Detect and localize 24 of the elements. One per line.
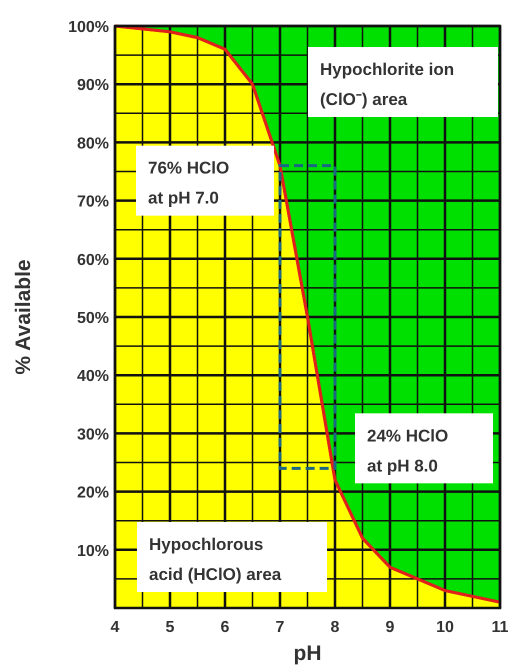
- x-tick-label: 5: [166, 619, 175, 636]
- y-tick-label: 20%: [76, 484, 109, 502]
- x-tick-label: 6: [220, 619, 230, 636]
- x-tick-label: 11: [492, 619, 509, 636]
- y-tick-label: 100%: [68, 19, 109, 36]
- y-tick-label: 90%: [76, 77, 109, 94]
- x-tick-label: 10: [436, 619, 454, 636]
- x-axis-title: pH: [294, 642, 322, 665]
- x-tick-label: 9: [386, 619, 395, 636]
- y-tick-label: 50%: [76, 310, 109, 327]
- y-axis-title: % Available: [12, 259, 35, 375]
- y-tick-label: 40%: [76, 368, 109, 386]
- annotation: Hypochlorite ion (ClO⁻) area: [320, 60, 454, 109]
- x-tick-label: 7: [276, 619, 285, 636]
- annotation: 76% HClO at pH 7.0: [148, 158, 230, 208]
- annotation: 24% HClO at pH 8.0: [367, 426, 448, 476]
- y-tick-label: 70%: [76, 194, 109, 211]
- y-tick-label: 60%: [76, 252, 109, 269]
- y-tick-label: 80%: [76, 135, 109, 152]
- y-tick-label: 10%: [76, 542, 109, 560]
- x-tick-label: 4: [110, 619, 120, 636]
- y-tick-label: 30%: [76, 426, 109, 444]
- annotation: Hypochlorous acid (HClO) area: [149, 535, 282, 584]
- x-tick-label: 8: [330, 619, 340, 636]
